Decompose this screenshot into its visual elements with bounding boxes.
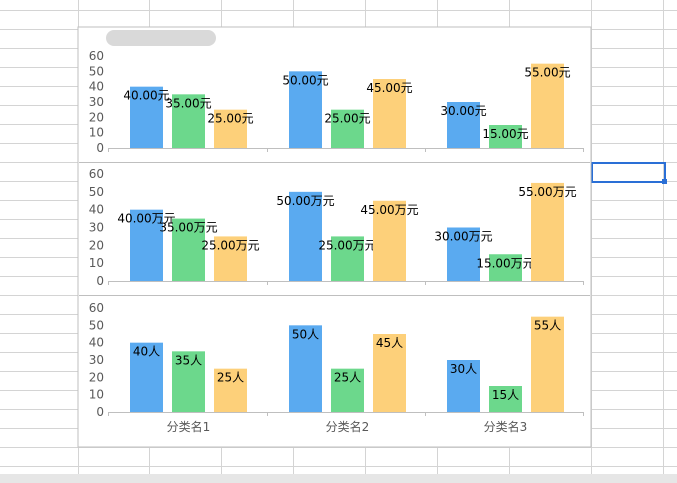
horizontal-scrollbar[interactable] [0,474,677,483]
bar[interactable] [373,334,406,412]
chart-title-placeholder [106,30,216,46]
y-tick-label: 60 [89,301,104,315]
y-tick-label: 30 [89,95,104,109]
y-tick-label: 50 [89,318,104,332]
bar[interactable] [489,254,522,281]
bar[interactable] [489,386,522,412]
y-tick-label: 40 [89,336,104,350]
y-tick-label: 0 [96,141,104,155]
y-tick-label: 40 [89,80,104,94]
data-label: 45人 [376,336,403,350]
data-label: 25.00元 [207,112,253,126]
bar[interactable] [331,236,364,281]
fill-handle[interactable] [662,179,667,184]
bar[interactable] [531,63,564,148]
y-tick-label: 0 [96,405,104,419]
bar[interactable] [447,360,480,412]
bar[interactable] [172,94,205,148]
chart-panel-3: 0 10 20 30 40 50 60 40人 50人 30人 35人 25人 15人 25人 45人 55人… [89,301,584,434]
data-label: 50人 [292,327,319,341]
data-label: 45.00元 [366,81,412,95]
bar[interactable] [289,71,322,148]
y-tick-label: 0 [96,274,104,288]
bar[interactable] [214,236,247,281]
y-tick-label: 60 [89,167,104,181]
data-label: 40人 [133,345,160,359]
bar[interactable] [289,325,322,412]
data-label: 35.00元 [165,96,211,110]
data-label: 35.00万元 [159,221,217,235]
chart-panel-2: 0 10 20 30 40 50 60 40.00万元 50.00万元 30.00万元 35.00万… [79,167,590,296]
data-label: 35人 [175,353,202,367]
bar[interactable] [172,351,205,412]
y-tick-label: 10 [89,126,104,140]
data-label: 30.00万元 [434,230,492,244]
bar[interactable] [130,342,163,412]
bar[interactable] [531,182,564,281]
y-tick-label: 50 [89,64,104,78]
x-category-label: 分类名2 [326,419,370,434]
y-tick-label: 30 [89,221,104,235]
bar[interactable] [214,368,247,412]
data-label: 50.00元 [282,73,328,87]
data-label: 15人 [492,388,519,402]
bar[interactable] [373,79,406,148]
bar[interactable] [447,102,480,148]
data-label: 45.00万元 [360,203,418,217]
data-label: 25.00万元 [201,238,259,252]
bar[interactable] [289,191,322,281]
data-label: 40.00万元 [117,212,175,226]
y-tick-label: 20 [89,238,104,252]
data-label: 25.00元 [324,112,370,126]
y-tick-label: 40 [89,203,104,217]
data-label: 30人 [450,362,477,376]
y-tick-label: 30 [89,353,104,367]
data-label: 30.00元 [440,104,486,118]
y-tick-label: 50 [89,185,104,199]
bar[interactable] [331,109,364,148]
y-tick-label: 10 [89,388,104,402]
data-label: 25人 [334,371,361,385]
bar[interactable] [214,109,247,148]
data-label: 40.00元 [123,89,169,103]
x-category-label: 分类名3 [484,419,528,434]
bar[interactable] [130,86,163,148]
data-label: 55.00万元 [518,185,576,199]
bar[interactable] [447,227,480,282]
bar[interactable] [531,316,564,412]
x-category-label: 分类名1 [167,419,211,434]
data-label: 25人 [217,371,244,385]
data-label: 25.00万元 [318,238,376,252]
data-label: 50.00万元 [276,194,334,208]
bar[interactable] [130,209,163,281]
bar[interactable] [331,368,364,412]
data-label: 55人 [534,319,561,333]
y-tick-label: 20 [89,110,104,124]
data-label: 15.00万元 [476,256,534,270]
bar[interactable] [489,125,522,148]
y-tick-label: 10 [89,256,104,270]
y-tick-label: 60 [89,49,104,63]
y-tick-label: 20 [89,370,104,384]
data-label: 55.00元 [524,66,570,80]
bar[interactable] [373,200,406,281]
data-label: 15.00元 [482,127,528,141]
selected-cell[interactable] [591,162,666,183]
bar[interactable] [172,218,205,281]
